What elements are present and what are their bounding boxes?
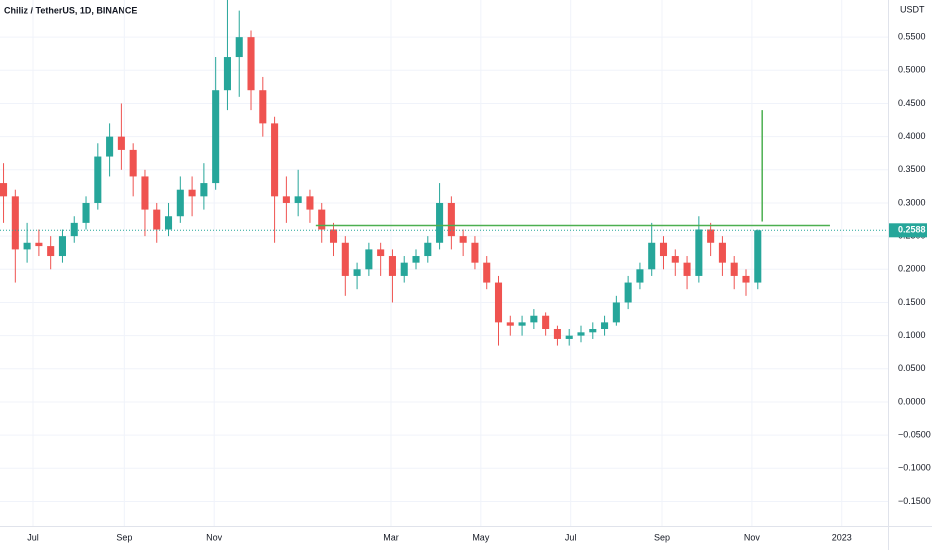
candle-body [70, 222, 78, 237]
x-tick-label: Nov [744, 532, 761, 542]
candle-body [565, 335, 573, 339]
candle-body [164, 216, 173, 230]
candle-body [94, 156, 102, 203]
y-tick-label: 0.3000 [898, 197, 926, 207]
candle-body [624, 282, 632, 303]
x-tick-label: Sep [116, 532, 132, 542]
candle-body [424, 242, 432, 257]
y-tick-label: 0.0000 [898, 396, 926, 406]
candle-body [377, 249, 385, 257]
candle-body [577, 332, 585, 336]
candle-body [282, 196, 290, 203]
candle-body [730, 262, 738, 276]
candle-body [648, 242, 656, 270]
candle-body [271, 123, 279, 197]
x-tick-label: Jul [27, 532, 39, 542]
candle-body [388, 256, 396, 276]
candle-body [683, 262, 691, 276]
x-tick-label: Nov [206, 532, 223, 542]
y-tick-label: 0.1000 [898, 330, 926, 340]
candle-body [47, 246, 55, 257]
candle-body [23, 242, 31, 250]
x-tick-label: 2023 [832, 532, 852, 542]
last-price-badge [889, 223, 927, 238]
y-tick-label: 0.0500 [898, 363, 926, 373]
y-tick-label: 0.2000 [898, 264, 926, 274]
candle-body [365, 249, 373, 270]
candle-body [530, 315, 538, 323]
y-tick-label: 0.5500 [898, 32, 926, 42]
candle-body [353, 269, 361, 276]
candle-body [329, 229, 338, 243]
candle-body [259, 90, 267, 124]
candle-body [294, 196, 302, 203]
candle-body [447, 202, 455, 237]
candle-body [200, 183, 208, 197]
candle-body [707, 229, 715, 243]
x-tick-label: Jul [565, 532, 577, 542]
candle-body [318, 209, 326, 230]
x-tick-label: Sep [654, 532, 670, 542]
candle-body [141, 176, 149, 210]
candle-body [659, 242, 668, 257]
candle-body [35, 242, 43, 247]
x-tick-label: May [472, 532, 490, 542]
candle-body [129, 149, 137, 177]
candle-body [671, 256, 679, 263]
candle-body [742, 275, 750, 283]
candle-body [0, 183, 8, 197]
candle-body [506, 322, 514, 326]
candle-body [718, 242, 726, 263]
candle-body [106, 136, 114, 157]
candle-body [117, 136, 125, 150]
candle-body [612, 302, 620, 323]
y-tick-label: 0.1500 [898, 297, 926, 307]
y-tick-label: 0.4000 [898, 131, 926, 141]
candle-body [11, 196, 19, 250]
y-tick-label: 0.5000 [898, 65, 926, 75]
candle-body [471, 242, 479, 263]
candle-body [176, 189, 184, 217]
candle-body [695, 229, 703, 276]
candle-body [82, 202, 90, 223]
candle-body [153, 209, 161, 230]
x-tick-label: Mar [383, 532, 399, 542]
last-price-label: 0.2588 [898, 225, 926, 235]
candle-body [754, 230, 762, 283]
y-tick-label: −0.1500 [898, 496, 931, 506]
currency-label: USDT [900, 4, 925, 14]
candle-body [436, 202, 444, 243]
candle-body [412, 256, 420, 263]
y-tick-label: −0.0500 [898, 430, 931, 440]
candle-body [589, 328, 597, 333]
candle-body [553, 328, 561, 339]
candle-body [459, 236, 467, 243]
candle-body [235, 37, 243, 58]
y-tick-label: 0.4500 [898, 98, 926, 108]
candle-body [223, 57, 231, 91]
candle-body [58, 236, 66, 257]
candle-body [306, 196, 314, 210]
candle-body [636, 269, 644, 283]
y-tick-label: 0.3500 [898, 164, 926, 174]
candle-body [341, 242, 349, 276]
candle-body [542, 315, 550, 329]
candle-body [188, 189, 196, 197]
candle-body [601, 322, 609, 329]
candle-body [212, 90, 220, 184]
chart-title: Chiliz / TetherUS, 1D, BINANCE [4, 5, 137, 15]
candle-body [247, 37, 255, 91]
candle-body [494, 282, 503, 323]
candle-body [483, 262, 491, 283]
candle-body [518, 322, 526, 326]
y-tick-label: −0.1000 [898, 463, 931, 473]
candle-body [400, 262, 408, 276]
